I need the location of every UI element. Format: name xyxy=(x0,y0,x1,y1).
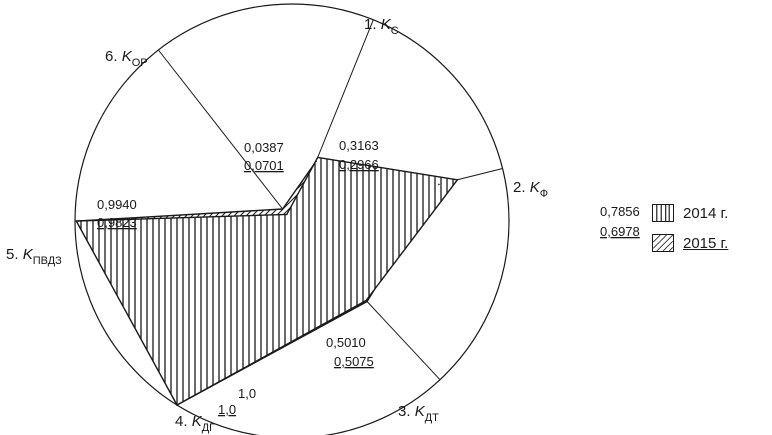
data-point-2014-5 xyxy=(75,220,78,222)
value-label-2015-1: 0,2966 xyxy=(339,157,379,172)
data-point-2015-5 xyxy=(78,220,80,222)
data-point-2015-2 xyxy=(438,183,440,186)
legend-item-2014: 2014 г. xyxy=(652,201,770,225)
axis-label-5: 5. KПВДЗ xyxy=(6,246,62,267)
legend: 2014 г. 2015 г. xyxy=(652,201,770,261)
value-label-2014-4: 1,0 xyxy=(238,386,256,401)
value-label-2014-3: 0,5010 xyxy=(326,335,366,350)
series-area-2014 xyxy=(75,156,459,406)
radar-chart: 1. KС 2. KФ 3. KДТ 4. KДГ 5. KПВДЗ 6. KОР 0,31… xyxy=(6,3,640,435)
vertical-hatch-swatch-icon xyxy=(652,204,674,222)
data-point-2015-3 xyxy=(366,300,368,303)
value-label-2015-3: 0,5075 xyxy=(334,354,374,369)
legend-label-2014: 2014 г. xyxy=(683,204,729,222)
data-point-2014-6 xyxy=(286,213,288,216)
chart-area: 1. KС 2. KФ 3. KДТ 4. KДГ 5. KПВДЗ 6. KОР 0,31… xyxy=(6,3,640,435)
value-label-2014-5: 0,9940 xyxy=(97,197,137,212)
value-label-2015-5: 0,9823 xyxy=(97,215,137,230)
data-point-2014-2 xyxy=(456,179,459,181)
axis-label-4: 4. KДГ xyxy=(175,413,215,434)
legend-item-2015: 2015 г. xyxy=(652,231,770,255)
value-label-2014-1: 0,3163 xyxy=(339,138,379,153)
data-point-2015-1 xyxy=(315,160,317,163)
axis-line-6 xyxy=(158,49,293,222)
value-label-2015-4: 1,0 xyxy=(218,402,236,417)
data-point-2015-4 xyxy=(176,404,178,406)
value-label-2014-6: 0,0387 xyxy=(244,140,284,155)
axis-label-1: 1. KС xyxy=(364,16,399,37)
axis-label-2: 2. KФ xyxy=(513,179,548,200)
legend-label-2015: 2015 г. xyxy=(683,234,729,252)
value-label-2015-2: 0,6978 xyxy=(600,224,640,239)
data-point-2014-3 xyxy=(365,299,367,302)
diagonal-hatch-swatch-icon xyxy=(652,234,674,252)
value-label-2014-2: 0,7856 xyxy=(600,204,640,219)
data-point-2014-1 xyxy=(316,156,319,159)
axis-label-3: 3. KДТ xyxy=(398,403,439,424)
value-label-2015-6: 0,0701 xyxy=(244,158,284,173)
axis-label-6: 6. KОР xyxy=(105,48,148,69)
data-point-2015-6 xyxy=(281,208,284,210)
